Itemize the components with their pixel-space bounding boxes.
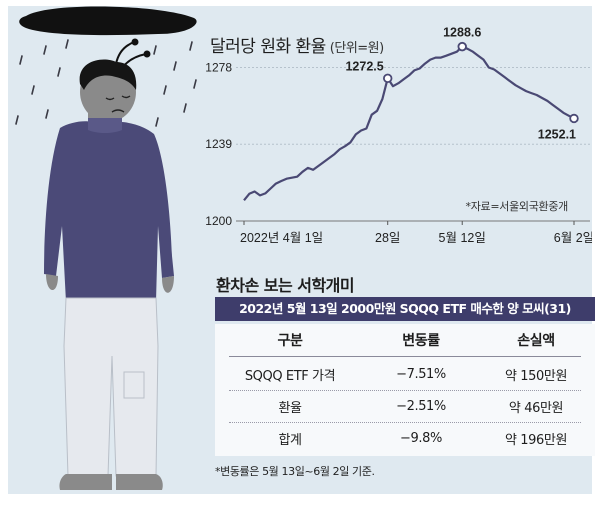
table-title: 환차손 보는 서학개미	[216, 276, 355, 295]
row-loss-amount: 약 196만원	[504, 432, 568, 448]
y-tick-label: 1239	[205, 137, 232, 151]
left-foot	[59, 474, 112, 490]
row-label: SQQQ ETF 가격	[244, 368, 336, 384]
table-row: SQQQ ETF 가격 −7.51% 약 150만원	[215, 360, 595, 388]
annotated-point-marker	[457, 41, 467, 52]
table-row: 환율 −2.51% 약 46만원	[215, 392, 595, 420]
row-change-rate: −7.51%	[396, 366, 446, 382]
row-label: 환율	[278, 400, 302, 416]
chart-unit-label: (단위=원)	[329, 41, 384, 56]
infographic-panel: 달러당 원화 환율 (단위=원) 1278 1239 1200 2022년 4월 1일…	[8, 6, 595, 494]
table-footnote: *변동률은 5월 13일~6월 2일 기준.	[215, 465, 375, 478]
x-tick-label: 2022년 4월 1일	[240, 231, 323, 245]
pants	[63, 297, 159, 477]
x-tick-label: 28일	[375, 231, 400, 245]
header-change-rate: 변동률	[402, 333, 440, 349]
chart-title: 달러당 원화 환율 (단위=원)	[210, 37, 384, 57]
row-change-rate: −9.8%	[400, 430, 442, 446]
point-value-label: 1288.6	[443, 26, 481, 40]
row-loss-amount: 약 150만원	[504, 368, 568, 384]
table-header-row: 구분 변동률 손실액	[215, 326, 595, 354]
header-loss-amount: 손실액	[517, 333, 555, 349]
row-loss-amount: 약 46만원	[508, 400, 564, 416]
x-tick-label: 6월 2일	[554, 231, 592, 245]
rain-drops-icon	[15, 39, 197, 127]
annotated-point-marker	[569, 113, 579, 124]
x-tick-label: 5월 12일	[439, 231, 486, 245]
table-divider	[229, 422, 581, 423]
header-category: 구분	[277, 333, 303, 349]
loss-table: 구분 변동률 손실액 SQQQ ETF 가격 −7.51% 약 150만원 환율…	[215, 324, 595, 456]
sad-man-rain-cloud-illustration	[15, 6, 197, 490]
exchange-rate-series-line	[243, 45, 575, 201]
exchange-rate-line-chart: 1278 1239 1200 2022년 4월 1일 28일 5월 12일 6월 2일 1…	[205, 26, 592, 245]
source-note: *자료=서울외국환중개	[465, 200, 569, 213]
rain-cloud-icon	[19, 6, 197, 36]
row-change-rate: −2.51%	[396, 398, 446, 414]
sweater	[44, 121, 174, 302]
annotated-point-marker	[383, 73, 393, 84]
point-value-label: 1252.1	[538, 127, 576, 141]
hair	[79, 59, 137, 90]
right-foot	[116, 474, 163, 490]
table-divider	[229, 356, 581, 357]
y-tick-label: 1200	[205, 214, 232, 228]
point-value-label: 1272.5	[345, 59, 383, 73]
table-divider	[229, 390, 581, 391]
y-tick-label: 1278	[205, 60, 232, 74]
table-banner: 2022년 5월 13일 2000만원 SQQQ ETF 매수한 양 모씨(31…	[215, 297, 595, 321]
row-label: 합계	[278, 432, 302, 448]
table-row: 합계 −9.8% 약 196만원	[215, 424, 595, 452]
